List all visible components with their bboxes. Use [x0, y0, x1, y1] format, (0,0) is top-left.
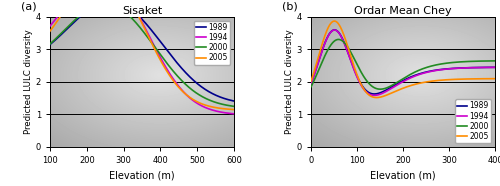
- 2000: [102, 3, 108, 5]
- 2000: [308, 86, 314, 88]
- 2005: [392, 90, 398, 93]
- 2000: [492, 60, 498, 62]
- 1994: [47, 25, 53, 27]
- Text: (a): (a): [20, 1, 36, 12]
- 1994: [186, 96, 192, 98]
- 1989: [417, 73, 423, 75]
- Title: Ordar Mean Chey: Ordar Mean Chey: [354, 6, 452, 16]
- Line: 2000: 2000: [311, 39, 495, 89]
- 1989: [341, 41, 347, 43]
- 2005: [417, 82, 423, 84]
- 2005: [492, 78, 498, 80]
- 2005: [432, 80, 438, 82]
- 2005: [332, 20, 338, 22]
- 2005: [130, 5, 136, 7]
- 1994: [130, 5, 136, 7]
- 1994: [447, 68, 453, 70]
- 2005: [170, 79, 176, 81]
- 2005: [231, 108, 237, 111]
- 2000: [336, 38, 342, 41]
- 1994: [308, 83, 314, 85]
- 2005: [374, 97, 380, 99]
- Text: (b): (b): [282, 1, 298, 12]
- 1989: [356, 79, 362, 81]
- Line: 2005: 2005: [311, 21, 495, 98]
- 1989: [308, 82, 314, 84]
- 1994: [392, 85, 398, 87]
- 1994: [356, 80, 362, 82]
- Y-axis label: Predicted LULC diversity: Predicted LULC diversity: [285, 29, 294, 134]
- 2000: [341, 41, 347, 43]
- 2000: [47, 43, 53, 45]
- 2000: [130, 19, 136, 21]
- 2000: [417, 69, 423, 71]
- 1994: [372, 94, 378, 97]
- Y-axis label: Predicted LULC diversity: Predicted LULC diversity: [24, 29, 33, 134]
- 1994: [170, 78, 176, 80]
- 1989: [231, 100, 237, 102]
- 1989: [130, 10, 136, 12]
- 2000: [447, 62, 453, 64]
- 2000: [432, 64, 438, 66]
- 1989: [47, 43, 53, 46]
- 2005: [186, 95, 192, 98]
- 2005: [447, 78, 453, 81]
- 2000: [186, 86, 192, 88]
- Title: Sisaket: Sisaket: [122, 6, 162, 16]
- 1994: [332, 29, 338, 31]
- 1989: [94, 3, 100, 6]
- 2005: [156, 56, 162, 58]
- Line: 1989: 1989: [311, 30, 495, 94]
- Legend: 1989, 1994, 2000, 2005: 1989, 1994, 2000, 2005: [455, 99, 491, 143]
- 2000: [170, 70, 176, 72]
- 2005: [308, 80, 314, 82]
- 1994: [156, 53, 162, 56]
- 1989: [108, 0, 114, 2]
- 1994: [341, 41, 347, 44]
- 1994: [417, 73, 423, 75]
- Line: 1994: 1994: [311, 30, 495, 95]
- 1994: [432, 70, 438, 72]
- 2005: [47, 30, 53, 32]
- 2000: [356, 66, 362, 69]
- 1989: [156, 38, 162, 41]
- 2000: [231, 105, 237, 108]
- X-axis label: Elevation (m): Elevation (m): [109, 171, 175, 181]
- X-axis label: Elevation (m): Elevation (m): [370, 171, 436, 181]
- 2000: [377, 88, 383, 90]
- 1989: [447, 68, 453, 70]
- 1989: [432, 69, 438, 71]
- 1989: [492, 66, 498, 68]
- Line: 1989: 1989: [50, 1, 234, 101]
- Line: 2005: 2005: [50, 0, 234, 110]
- Line: 2000: 2000: [50, 4, 234, 106]
- 2005: [341, 34, 347, 36]
- 1989: [170, 57, 176, 59]
- 2000: [156, 51, 162, 53]
- 2000: [94, 4, 100, 6]
- 2000: [392, 83, 398, 85]
- 2000: [80, 12, 86, 15]
- 1989: [332, 29, 338, 31]
- 1989: [392, 84, 398, 86]
- Line: 1994: 1994: [50, 0, 234, 114]
- 2005: [356, 78, 362, 80]
- 1994: [231, 113, 237, 115]
- 1989: [372, 93, 378, 95]
- 1994: [492, 66, 498, 68]
- Legend: 1989, 1994, 2000, 2005: 1989, 1994, 2000, 2005: [194, 21, 230, 65]
- 1989: [80, 13, 86, 16]
- 1989: [186, 75, 192, 77]
